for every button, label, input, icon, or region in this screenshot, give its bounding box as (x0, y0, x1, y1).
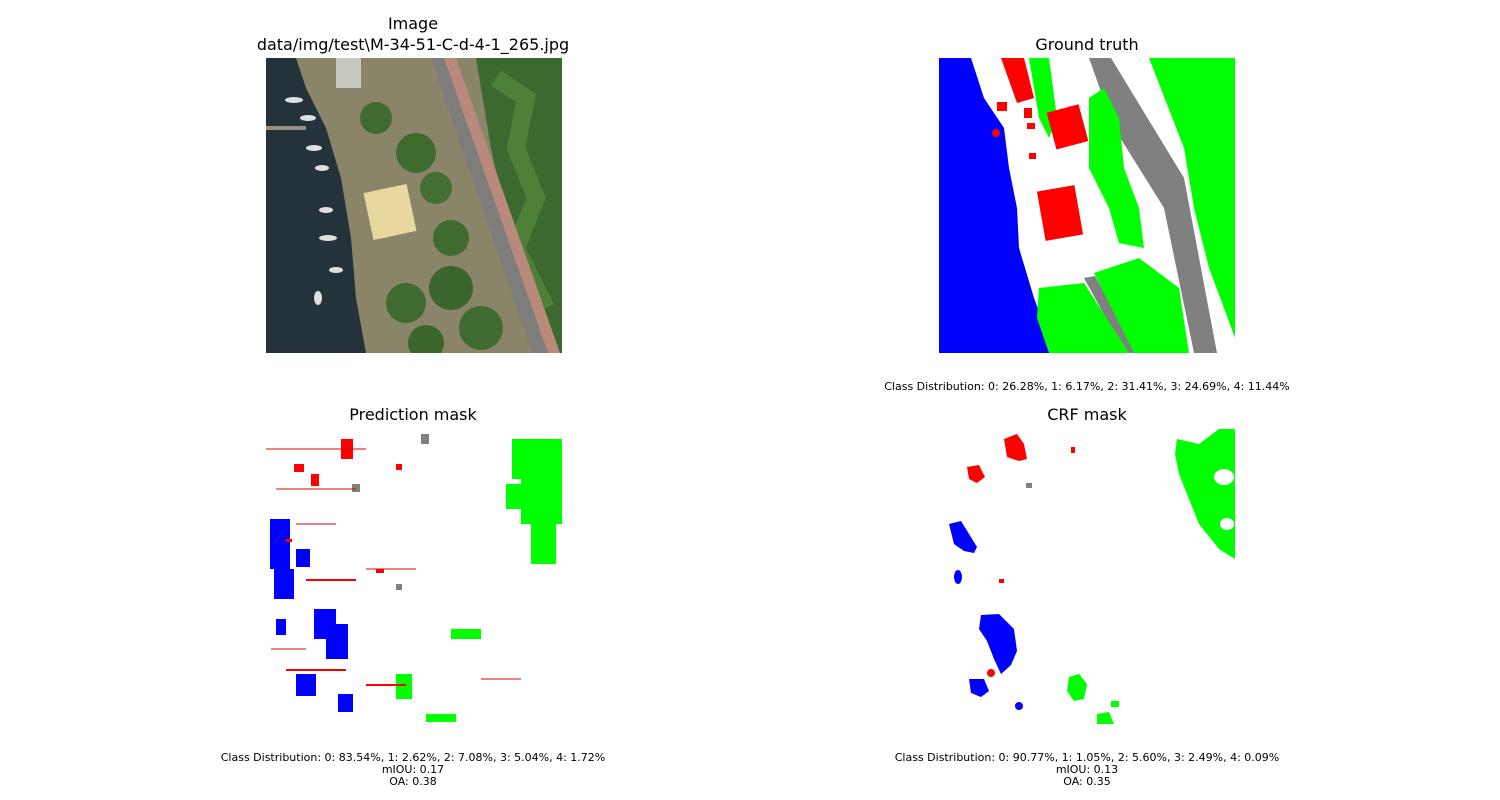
prediction-title: Prediction mask (349, 405, 477, 424)
image-title-line2: data/img/test\M-34-51-C-d-4-1_265.jpg (256, 35, 570, 54)
crf-mask (939, 429, 1235, 724)
image-title-line1: Image (387, 14, 439, 33)
crf-miou: mIOU: 0.13 (1055, 763, 1119, 776)
prediction-oa: OA: 0.38 (389, 775, 437, 788)
ground-truth-class-distribution: Class Distribution: 0: 26.28%, 1: 6.17%,… (884, 380, 1290, 393)
crf-title: CRF mask (1047, 405, 1127, 424)
crf-oa: OA: 0.35 (1063, 775, 1111, 788)
prediction-mask (266, 429, 562, 724)
ground-truth-title: Ground truth (1035, 35, 1139, 54)
prediction-class-distribution: Class Distribution: 0: 83.54%, 1: 2.62%,… (220, 751, 606, 764)
prediction-miou: mIOU: 0.17 (381, 763, 445, 776)
aerial-image (266, 58, 562, 353)
crf-class-distribution: Class Distribution: 0: 90.77%, 1: 1.05%,… (894, 751, 1280, 764)
ground-truth-mask (939, 58, 1235, 353)
